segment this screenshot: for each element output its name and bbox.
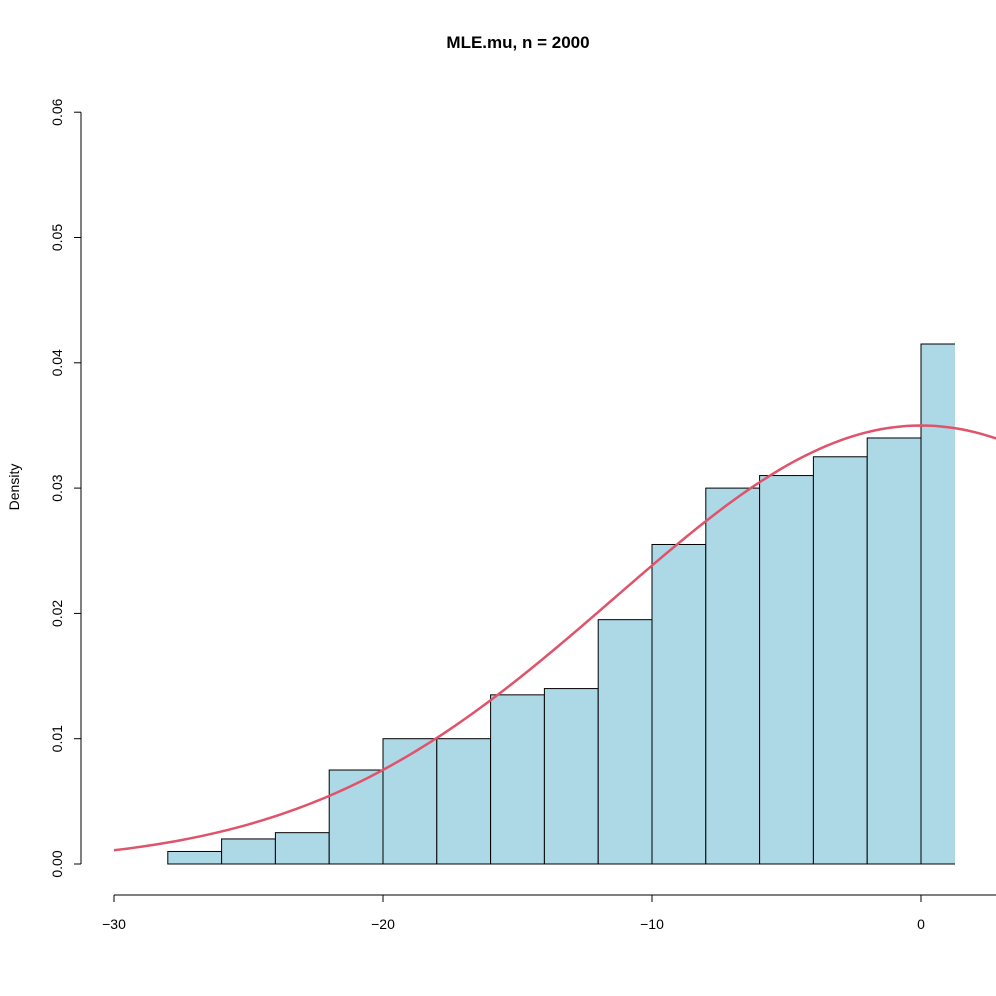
histogram-bars (167, 343, 996, 865)
histogram-bar (274, 832, 330, 865)
density-curve (113, 424, 996, 852)
histogram-bar (221, 838, 276, 865)
histogram-bar (705, 487, 761, 865)
histogram-bar (866, 437, 922, 865)
histogram-bar (812, 456, 868, 865)
y-tick-label: 0.02 (49, 600, 65, 627)
y-tick-label: 0.01 (49, 725, 65, 752)
histogram-bar (543, 688, 599, 865)
y-axis-label: Density (6, 464, 22, 511)
y-tick-label: 0.00 (49, 850, 65, 877)
chart-title: MLE.mu, n = 2000 (446, 33, 589, 52)
histogram-bar (167, 850, 223, 865)
x-tick-label: −10 (640, 916, 664, 932)
histogram-bar (759, 475, 814, 865)
y-tick-label: 0.03 (49, 474, 65, 501)
y-axis: 0.00 0.01 0.02 0.03 0.04 0.05 0.06 (49, 98, 82, 878)
histogram-bar (490, 694, 545, 865)
histogram-bar (920, 343, 955, 865)
x-tick-label: 0 (917, 916, 925, 932)
histogram-bar (651, 543, 707, 865)
histogram-bar (975, 394, 996, 864)
x-axis: −30−20−100102030 (102, 894, 996, 932)
x-tick-label: −20 (371, 916, 395, 932)
histogram-bar (382, 738, 438, 865)
histogram-bar (328, 769, 384, 865)
y-tick-label: 0.05 (49, 224, 65, 251)
histogram-bar (436, 738, 492, 865)
y-tick-label: 0.06 (49, 98, 65, 125)
x-tick-label: −30 (102, 916, 126, 932)
y-tick-label: 0.04 (49, 349, 65, 376)
histogram-bar (597, 619, 653, 865)
